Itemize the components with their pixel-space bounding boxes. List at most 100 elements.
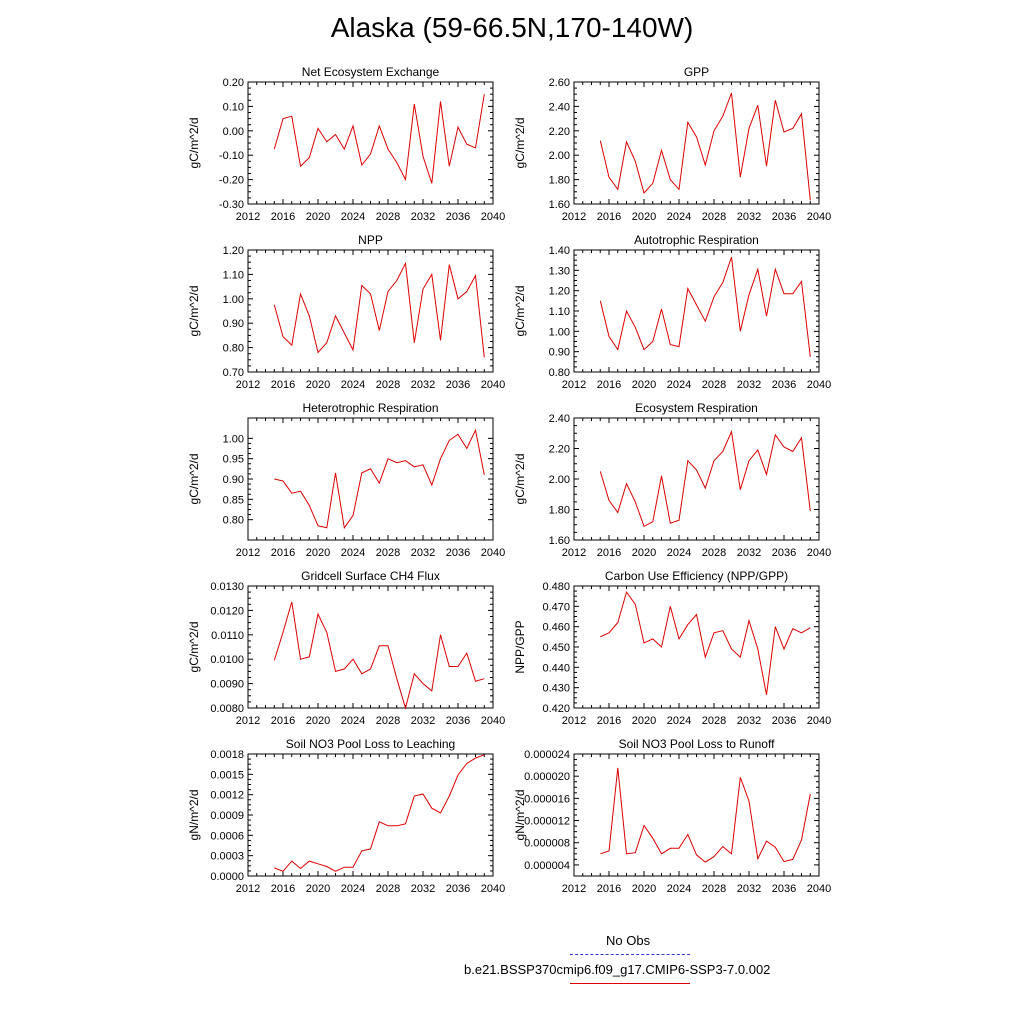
plot-frame xyxy=(247,81,494,205)
x-tick-label: 2036 xyxy=(446,211,470,223)
y-tick-label: 2.60 xyxy=(549,77,570,89)
y-tick-label: 1.00 xyxy=(549,326,570,338)
x-tick-label: 2028 xyxy=(376,547,400,559)
series-line xyxy=(600,590,811,695)
y-tick-label: 1.40 xyxy=(549,245,570,257)
x-tick-label: 2028 xyxy=(702,547,726,559)
x-tick-label: 2012 xyxy=(562,211,586,223)
x-tick-label: 2040 xyxy=(807,211,831,223)
chart-panel: Gridcell Surface CH4 Flux gC/m^2/d 2012 201… xyxy=(187,569,505,727)
x-tick-label: 2016 xyxy=(597,883,621,895)
y-tick-label: 0.000004 xyxy=(524,860,570,872)
plot-frame xyxy=(247,249,494,373)
x-tick-label: 2028 xyxy=(702,211,726,223)
y-tick-label: 0.0130 xyxy=(210,581,244,593)
x-tick-label: 2036 xyxy=(772,211,796,223)
y-axis-label: gC/m^2/d xyxy=(513,286,527,337)
chart-panel: Net Ecosystem Exchange gC/m^2/d 2012 2016 20… xyxy=(187,65,505,223)
y-tick-label: 0.0000 xyxy=(210,871,244,883)
y-tick-label: 0.85 xyxy=(223,494,244,506)
x-tick-label: 2032 xyxy=(737,211,761,223)
x-tick-label: 2024 xyxy=(667,715,691,727)
x-tick-label: 2016 xyxy=(271,883,295,895)
y-tick-label: 0.0003 xyxy=(210,851,244,863)
x-tick-label: 2036 xyxy=(772,715,796,727)
plot-frame xyxy=(247,753,494,877)
x-tick-label: 2024 xyxy=(341,883,365,895)
x-tick-label: 2036 xyxy=(446,715,470,727)
x-tick-label: 2020 xyxy=(632,883,656,895)
plot-frame xyxy=(573,249,820,373)
x-tick-label: 2016 xyxy=(597,715,621,727)
y-tick-label: 2.40 xyxy=(549,101,570,113)
y-axis-label: gC/m^2/d xyxy=(513,454,527,505)
chart-panel: GPP gC/m^2/d 2012 2016 2020 2024 2028 2032 2036 2… xyxy=(513,65,831,223)
x-tick-label: 2020 xyxy=(306,883,330,895)
chart-panel: Soil NO3 Pool Loss to Runoff gN/m^2/d 2012… xyxy=(513,737,831,895)
y-tick-label: 0.000012 xyxy=(524,816,570,828)
y-tick-label: 2.00 xyxy=(549,150,570,162)
y-tick-label: 1.30 xyxy=(549,265,570,277)
panel-title: Soil NO3 Pool Loss to Runoff xyxy=(619,737,776,751)
x-tick-label: 2016 xyxy=(271,547,295,559)
y-tick-label: 1.80 xyxy=(549,175,570,187)
series-line xyxy=(599,256,811,357)
panel-title: Net Ecosystem Exchange xyxy=(302,65,440,79)
plot-frame xyxy=(247,417,494,541)
y-axis-label: gC/m^2/d xyxy=(513,118,527,169)
x-tick-label: 2016 xyxy=(597,379,621,391)
x-tick-label: 2028 xyxy=(376,715,400,727)
x-tick-label: 2028 xyxy=(702,379,726,391)
x-tick-label: 2020 xyxy=(306,715,330,727)
y-tick-label: 1.60 xyxy=(549,535,570,547)
x-tick-label: 2016 xyxy=(271,715,295,727)
y-tick-label: 0.0015 xyxy=(210,769,244,781)
y-tick-label: 1.20 xyxy=(223,245,244,257)
y-tick-label: 2.00 xyxy=(549,474,570,486)
y-tick-label: 0.90 xyxy=(549,347,570,359)
y-tick-label: 2.20 xyxy=(549,444,570,456)
y-tick-label: 0.0110 xyxy=(211,630,244,642)
x-tick-label: 2036 xyxy=(772,379,796,391)
y-tick-label: -0.30 xyxy=(219,199,244,211)
y-tick-label: 0.20 xyxy=(223,77,244,89)
x-tick-label: 2024 xyxy=(341,211,365,223)
x-tick-label: 2032 xyxy=(737,883,761,895)
y-tick-label: 0.0018 xyxy=(210,749,244,761)
x-tick-label: 2020 xyxy=(306,379,330,391)
y-tick-label: 0.0080 xyxy=(210,703,244,715)
y-tick-label: 0.80 xyxy=(223,343,244,355)
plot-frame xyxy=(573,81,820,205)
x-tick-label: 2024 xyxy=(341,547,365,559)
x-tick-label: 2020 xyxy=(306,211,330,223)
x-tick-label: 2012 xyxy=(236,883,260,895)
chart-panel: Autotrophic Respiration gC/m^2/d 2012 2016 2… xyxy=(513,233,831,391)
y-tick-label: 0.10 xyxy=(223,101,244,113)
x-tick-label: 2024 xyxy=(667,379,691,391)
panel-title: GPP xyxy=(684,65,709,79)
y-tick-label: 0.000020 xyxy=(524,771,570,783)
x-tick-label: 2040 xyxy=(481,883,505,895)
y-tick-label: -0.10 xyxy=(219,150,244,162)
plot-frame xyxy=(573,417,820,541)
x-tick-label: 2020 xyxy=(632,547,656,559)
x-tick-label: 2020 xyxy=(632,211,656,223)
panel-title: Autotrophic Respiration xyxy=(634,233,759,247)
y-tick-label: 0.0120 xyxy=(210,605,244,617)
plot-frame xyxy=(247,585,494,709)
y-tick-label: 0.70 xyxy=(223,367,244,379)
y-axis-label: gN/m^2/d xyxy=(513,790,527,841)
y-tick-label: 0.000016 xyxy=(524,793,570,805)
x-tick-label: 2024 xyxy=(667,211,691,223)
x-tick-label: 2040 xyxy=(481,715,505,727)
y-tick-label: 1.20 xyxy=(549,286,570,298)
y-tick-label: 0.0100 xyxy=(210,654,244,666)
series-line xyxy=(274,428,485,530)
series-line xyxy=(600,767,811,863)
panel-title: NPP xyxy=(358,233,383,247)
chart-panel: Ecosystem Respiration gC/m^2/d 2012 2016 202… xyxy=(513,401,831,559)
page-title: Alaska (59-66.5N,170-140W) xyxy=(330,12,694,43)
y-tick-label: 0.0012 xyxy=(210,790,244,802)
x-tick-label: 2012 xyxy=(562,883,586,895)
x-tick-label: 2036 xyxy=(446,883,470,895)
